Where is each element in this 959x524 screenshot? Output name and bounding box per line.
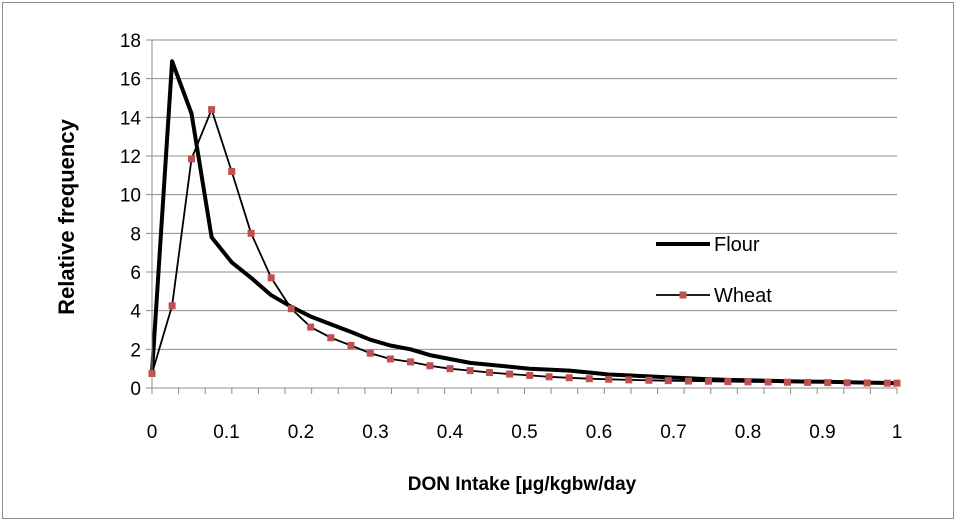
- data-point-wheat: [705, 377, 713, 385]
- data-point-wheat: [893, 379, 901, 387]
- y-tick-label: 2: [130, 340, 141, 361]
- data-point-wheat: [327, 334, 335, 342]
- series-line-wheat: [151, 108, 897, 385]
- y-tick-label: 10: [120, 186, 141, 207]
- data-point-wheat: [208, 106, 216, 114]
- legend-label-flour: Flour: [714, 234, 760, 256]
- data-point-wheat: [863, 379, 871, 387]
- data-point-wheat: [744, 378, 752, 386]
- data-point-wheat: [645, 376, 653, 384]
- data-point-wheat: [366, 349, 374, 357]
- x-tick-label: 1: [892, 422, 903, 443]
- series-lines: [148, 59, 901, 387]
- x-tick-label: 0.2: [288, 422, 314, 443]
- legend-label-wheat: Wheat: [714, 285, 772, 307]
- x-tick-label: 0.4: [437, 422, 464, 443]
- data-point-wheat: [526, 371, 534, 379]
- data-point-wheat: [625, 376, 633, 384]
- data-point-wheat: [426, 362, 434, 370]
- data-point-wheat: [485, 369, 493, 377]
- data-point-wheat: [724, 378, 732, 386]
- legend-item-flour: Flour: [656, 234, 760, 256]
- data-point-wheat: [764, 378, 772, 386]
- data-point-wheat: [605, 375, 613, 383]
- x-tick-label: 0.1: [213, 422, 239, 443]
- data-point-wheat: [843, 379, 851, 387]
- data-point-wheat: [506, 370, 514, 378]
- data-point-wheat: [228, 167, 236, 175]
- y-tick-label: 14: [120, 108, 142, 129]
- data-point-wheat: [466, 367, 474, 375]
- legend: Flour Wheat: [656, 234, 772, 307]
- x-tick-label: 0.8: [735, 422, 761, 443]
- x-axis-title: DON Intake [µg/kgbw/day: [408, 474, 637, 495]
- axes: [146, 39, 898, 394]
- y-tick-label: 4: [130, 302, 141, 323]
- data-point-wheat: [545, 373, 553, 381]
- y-tick-label: 8: [130, 224, 141, 245]
- data-point-wheat: [783, 378, 791, 386]
- series-line-flour: [150, 59, 898, 386]
- x-tick-label: 0.9: [809, 422, 835, 443]
- x-tick-label: 0.5: [511, 422, 537, 443]
- legend-item-wheat: Wheat: [656, 285, 772, 307]
- data-point-wheat: [446, 365, 454, 373]
- data-point-wheat: [664, 377, 672, 385]
- legend-marker-wheat: [679, 291, 687, 299]
- x-tick-label: 0.7: [660, 422, 686, 443]
- data-point-wheat: [684, 377, 692, 385]
- data-point-wheat: [287, 305, 295, 313]
- data-point-wheat: [804, 378, 812, 386]
- y-tick-label: 16: [120, 70, 141, 91]
- data-point-wheat: [386, 355, 394, 363]
- data-point-wheat: [824, 379, 832, 387]
- y-axis-title: Relative frequency: [54, 118, 79, 314]
- data-point-wheat: [247, 229, 255, 237]
- data-point-wheat: [168, 302, 176, 310]
- data-point-wheat: [307, 323, 315, 331]
- y-tick-label: 12: [120, 147, 141, 168]
- y-tick-label: 18: [120, 31, 141, 52]
- gridlines: [152, 39, 897, 350]
- y-tick-label: 6: [130, 263, 141, 284]
- data-point-wheat: [407, 358, 415, 366]
- data-point-wheat: [565, 374, 573, 382]
- data-point-wheat: [187, 155, 195, 163]
- x-tick-label: 0.3: [362, 422, 388, 443]
- data-point-wheat: [883, 379, 891, 387]
- x-tick-label: 0.6: [586, 422, 612, 443]
- data-point-wheat: [267, 274, 275, 282]
- tick-labels: 0 2 4 6 8 10 12 14 16 18 0 0.1 0.2 0.3 0.4 0.5 0.6 0.7 0.8…: [120, 31, 902, 443]
- data-point-wheat: [585, 375, 593, 383]
- x-tick-label: 0: [147, 422, 158, 443]
- y-tick-label: 0: [130, 379, 141, 400]
- data-point-wheat: [347, 341, 355, 349]
